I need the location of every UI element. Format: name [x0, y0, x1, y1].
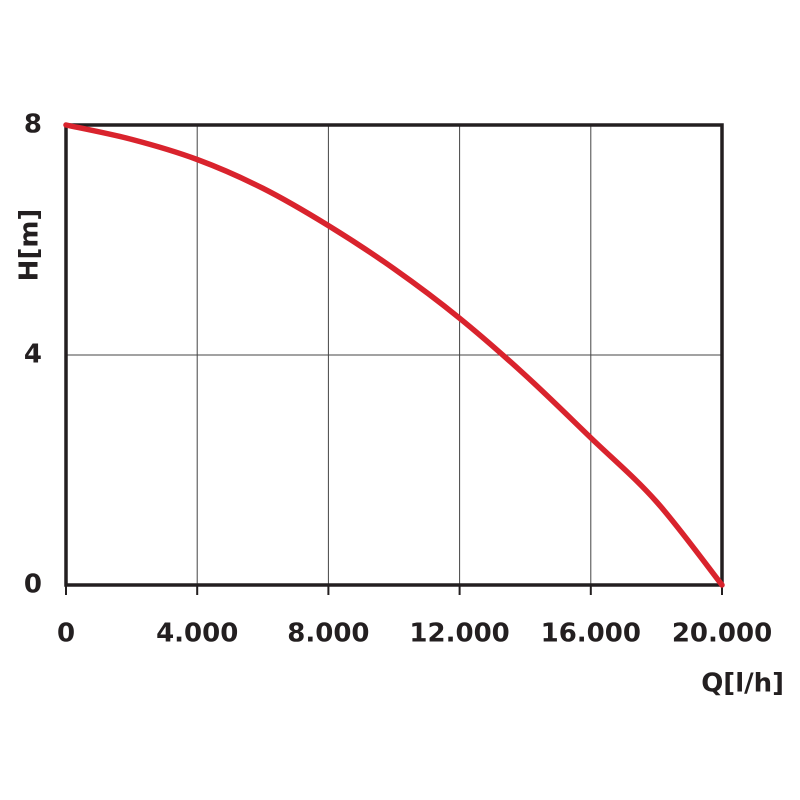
x-tick-label: 4.000 — [156, 619, 238, 649]
x-tick-label: 8.000 — [287, 619, 369, 649]
x-axis-label: Q[l/h] — [701, 669, 784, 699]
y-axis-label: H[m] — [15, 209, 45, 282]
x-tick-label: 20.000 — [672, 619, 772, 649]
plot-border — [64, 123, 724, 587]
x-tick-label: 16.000 — [541, 619, 641, 649]
y-tick-label: 4 — [24, 340, 42, 370]
x-tick-label: 0 — [57, 619, 75, 649]
y-tick-label: 8 — [24, 110, 42, 140]
x-tick-label: 12.000 — [409, 619, 509, 649]
y-tick-label: 0 — [24, 570, 42, 600]
curve — [63, 122, 725, 588]
